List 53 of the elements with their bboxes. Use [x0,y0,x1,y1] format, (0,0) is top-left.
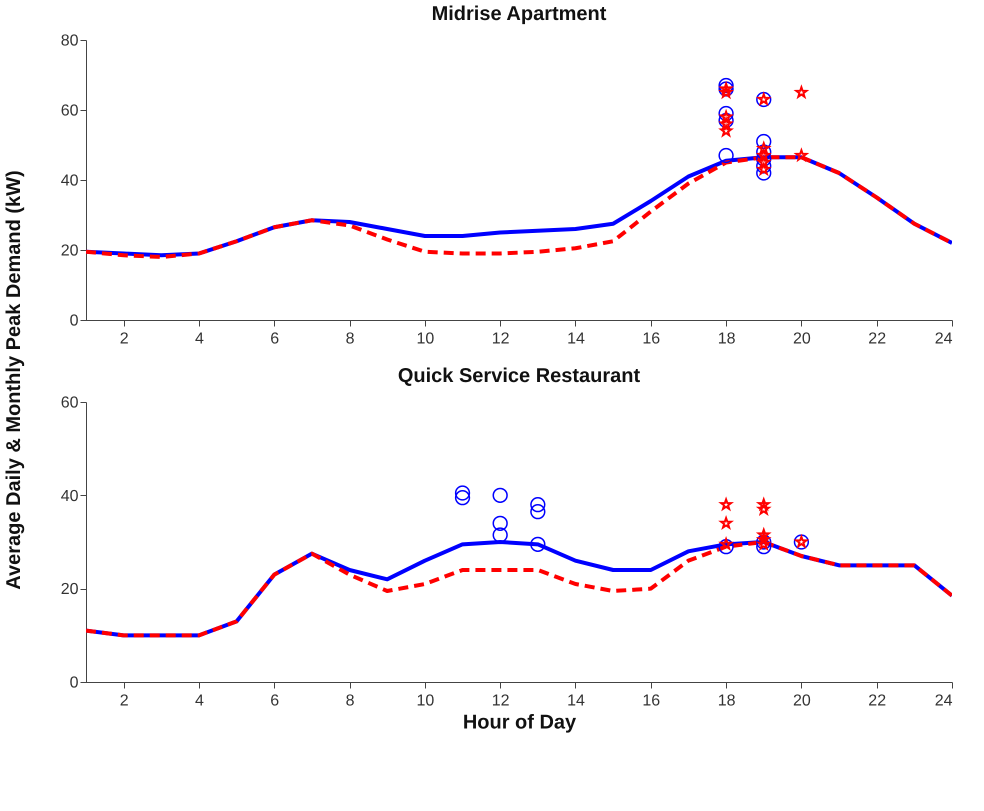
point [718,106,734,122]
x-tick-label: 22 [868,692,886,710]
x-tick-label: 16 [642,330,660,348]
x-tick-label: 12 [492,692,510,710]
chart-title: Quick Service Restaurant [398,365,640,387]
x-tick-label: 2 [120,330,129,348]
x-tick-label: 20 [792,692,811,710]
x-tick-label: 24 [934,330,953,348]
x-tick-label: 2 [120,692,129,710]
x-tick-label: 14 [567,330,585,348]
y-tick-label: 40 [60,172,79,190]
x-tick-label: 4 [195,692,204,710]
x-tick-label: 24 [934,692,953,710]
y-tick-label: 60 [60,394,79,412]
x-tick-label: 6 [270,692,280,710]
x-tick-label: 10 [416,692,434,710]
chart-title: Midrise Apartment [432,3,607,25]
point [454,485,470,501]
y-tick-label: 0 [70,674,79,692]
point [756,539,772,554]
y-tick-label: 80 [60,32,79,50]
y-tick-label: 40 [60,488,79,505]
point [758,498,770,510]
x-axis-title: Hour of Day [462,712,578,734]
x-tick-label: 6 [270,330,280,348]
y-tick-label: 0 [70,312,79,330]
point [454,490,470,506]
y-axis-title: Average Daily & Monthly Peak Demand (kW) [3,170,25,590]
x-tick-label: 18 [718,692,736,710]
point [718,78,734,94]
x-tick-label: 8 [346,692,355,710]
point [718,148,734,164]
point [758,503,770,515]
point [492,516,508,531]
y-tick-label: 20 [60,581,79,598]
point [530,497,546,512]
point [530,504,546,520]
point [718,539,734,554]
x-tick-label: 22 [868,330,886,348]
x-tick-label: 14 [567,692,585,710]
x-tick-label: 12 [492,330,510,348]
x-tick-label: 10 [416,330,434,348]
x-tick-label: 18 [718,330,736,348]
point [530,536,546,552]
point [718,112,734,128]
x-tick-label: 8 [346,330,355,348]
y-tick-label: 20 [60,242,79,260]
x-tick-label: 20 [792,330,811,348]
point [756,134,772,150]
x-tick-label: 16 [642,692,660,710]
y-tick-label: 60 [60,102,79,120]
x-tick-label: 4 [195,330,204,348]
point [492,488,508,503]
